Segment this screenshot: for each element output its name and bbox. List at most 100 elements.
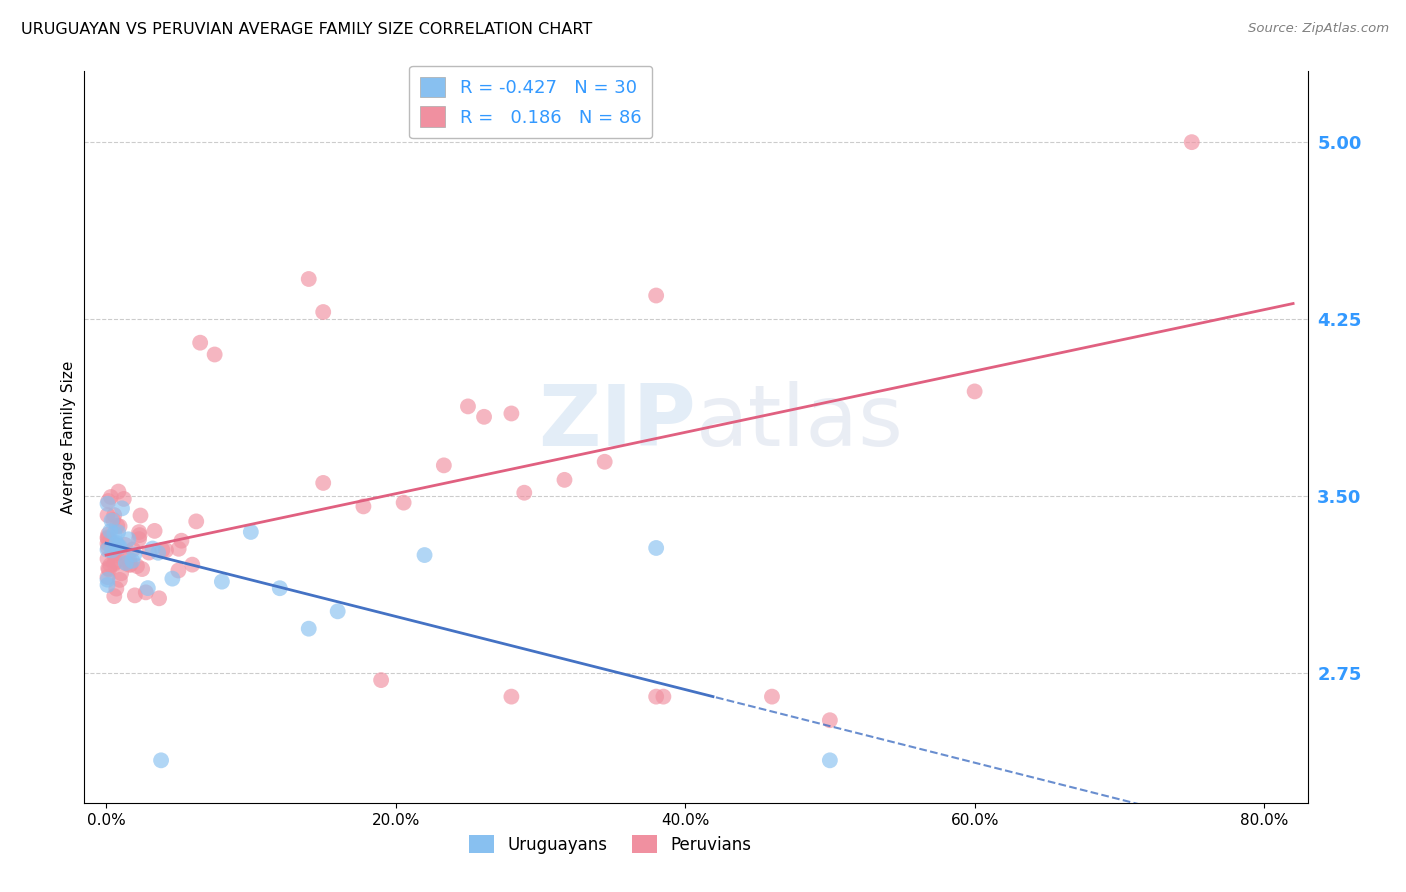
Point [352,500,374,514]
Point [131,562,153,576]
Point [110,566,132,581]
Point [96,552,118,566]
Point [501,407,523,421]
Point [103,513,125,527]
Point [108,546,131,560]
Point [146,546,169,560]
Point [761,690,783,704]
Point [155,543,177,558]
Point [98,562,121,576]
Point [112,491,135,506]
Point [135,585,157,599]
Point [96,570,118,584]
Point [124,588,146,602]
Text: URUGUAYAN VS PERUVIAN AVERAGE FAMILY SIZE CORRELATION CHART: URUGUAYAN VS PERUVIAN AVERAGE FAMILY SIZ… [21,22,592,37]
Text: ZIP: ZIP [538,381,696,464]
Point [472,409,495,424]
Point [136,581,159,595]
Point [97,494,120,508]
Point [645,541,668,555]
Point [392,496,415,510]
Point [312,305,335,319]
Point [142,541,165,556]
Point [118,552,141,566]
Point [108,540,131,554]
Point [118,558,141,572]
Point [186,515,208,529]
Point [96,497,118,511]
Point [107,525,129,540]
Point [143,524,166,538]
Point [97,561,120,575]
Point [108,519,131,533]
Point [124,548,146,562]
Point [101,543,124,558]
Text: Source: ZipAtlas.com: Source: ZipAtlas.com [1249,22,1389,36]
Point [501,690,523,704]
Point [97,541,120,555]
Point [818,753,841,767]
Point [818,713,841,727]
Point [122,542,145,557]
Point [138,545,160,559]
Point [107,542,129,557]
Point [97,527,120,541]
Point [298,622,321,636]
Point [652,690,675,704]
Point [107,539,129,553]
Text: atlas: atlas [696,381,904,464]
Legend: Uruguayans, Peruvians: Uruguayans, Peruvians [463,829,758,860]
Point [114,556,136,570]
Point [100,534,122,549]
Point [96,573,118,587]
Point [100,558,122,572]
Point [114,538,136,552]
Point [96,578,118,592]
Point [204,347,226,361]
Point [121,554,143,568]
Y-axis label: Average Family Size: Average Family Size [60,360,76,514]
Point [370,673,392,687]
Point [125,559,148,574]
Point [211,574,233,589]
Point [117,533,139,547]
Point [120,558,142,572]
Point [96,536,118,550]
Point [513,485,536,500]
Point [103,508,125,522]
Point [103,557,125,571]
Point [1181,135,1204,149]
Point [96,508,118,522]
Point [181,558,204,572]
Point [105,518,128,533]
Point [170,533,193,548]
Point [100,514,122,528]
Point [152,543,174,558]
Point [553,473,575,487]
Point [96,542,118,557]
Point [115,557,138,571]
Point [103,549,125,563]
Point [645,288,668,302]
Point [645,690,668,704]
Point [103,526,125,541]
Point [239,524,262,539]
Point [111,501,134,516]
Point [104,542,127,557]
Point [298,272,321,286]
Point [128,528,150,542]
Point [97,532,120,546]
Point [98,524,121,539]
Point [100,490,122,504]
Point [105,582,128,596]
Point [167,541,190,556]
Point [312,475,335,490]
Point [150,753,173,767]
Point [433,458,456,473]
Point [105,536,128,550]
Point [167,564,190,578]
Point [269,581,291,595]
Point [188,335,211,350]
Point [103,536,125,550]
Point [128,532,150,546]
